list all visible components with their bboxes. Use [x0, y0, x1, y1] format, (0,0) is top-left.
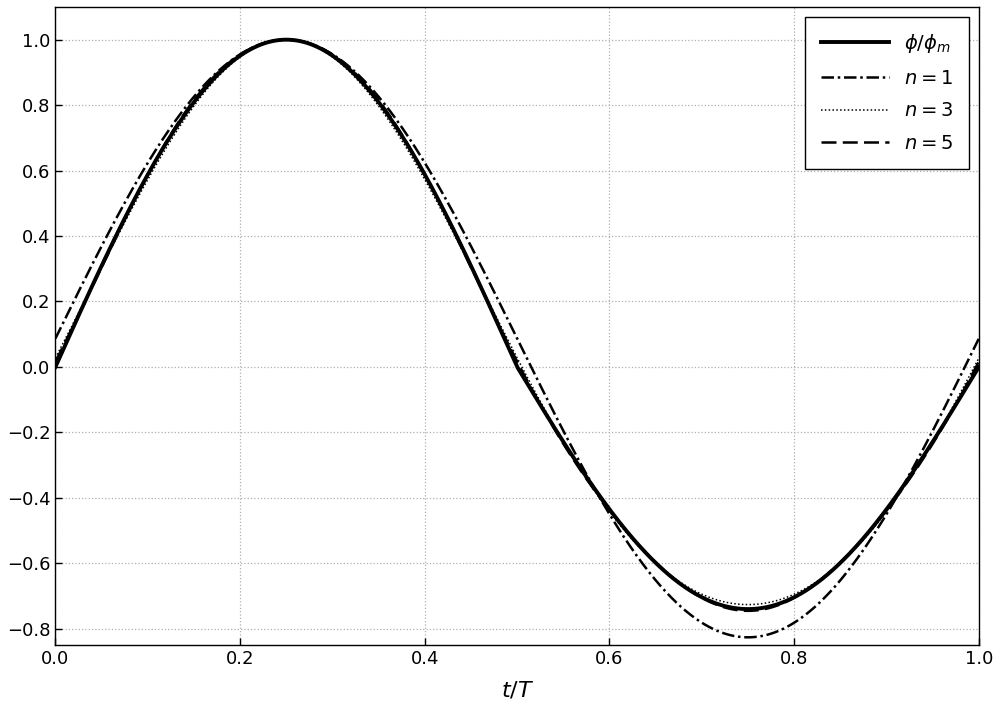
X-axis label: $t/T$: $t/T$ — [501, 679, 534, 700]
Legend: $\phi/\phi_m$, $n=1$, $n=3$, $n=5$: $\phi/\phi_m$, $n=1$, $n=3$, $n=5$ — [805, 17, 969, 168]
